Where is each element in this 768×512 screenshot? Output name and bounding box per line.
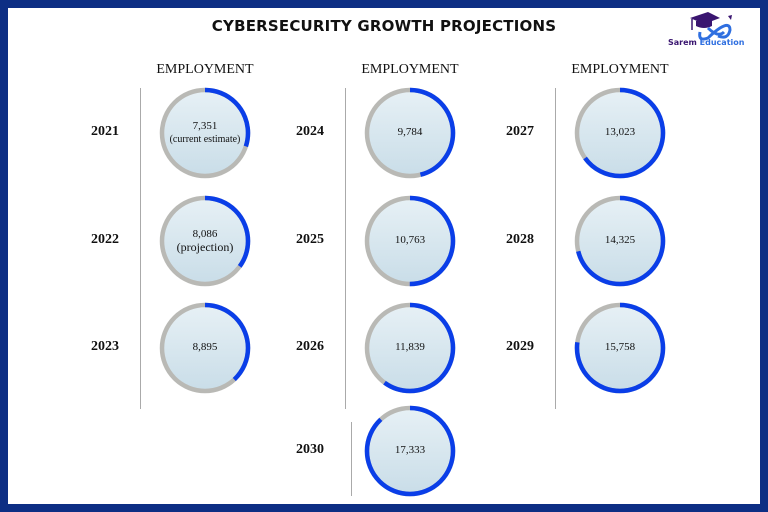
value-text: 14,325: [604, 234, 636, 246]
value-text: 10,763: [394, 234, 426, 246]
value-text: 7,351: [192, 120, 218, 132]
ring-fill: [163, 92, 247, 176]
column-divider: [140, 88, 141, 409]
ring-fill: [578, 200, 662, 284]
ring-progress-arc: [574, 302, 666, 394]
column-divider: [351, 422, 352, 496]
progress-ring: [159, 87, 251, 179]
ring-progress-arc: [159, 302, 251, 394]
year-label: 2022: [91, 232, 119, 247]
value-note: (projection): [176, 240, 234, 254]
ring-progress-arc: [159, 87, 251, 179]
year-label: 2025: [296, 232, 324, 247]
progress-ring: [574, 302, 666, 394]
progress-ring: [364, 87, 456, 179]
ring-progress-arc: [364, 195, 456, 287]
year-label: 2024: [296, 124, 324, 139]
value-text: 17,333: [394, 444, 426, 456]
page-title: CYBERSECURITY GROWTH PROJECTIONS: [211, 17, 557, 35]
column-header: EMPLOYMENT: [571, 62, 669, 77]
year-label: 2023: [91, 339, 119, 354]
ring-value: 11,839: [362, 341, 458, 354]
value-text: 8,086: [192, 228, 218, 240]
progress-ring: [159, 195, 251, 287]
ring-fill: [368, 200, 452, 284]
value-note: (current estimate): [169, 134, 241, 145]
ring-value: 8,895: [157, 341, 253, 354]
value-text: 11,839: [395, 341, 425, 353]
ring-progress-arc: [364, 302, 456, 394]
ring-progress-arc: [364, 87, 456, 179]
column-divider: [345, 88, 346, 409]
logo-text: Sarem Education: [668, 38, 745, 47]
value-text: 9,784: [397, 126, 423, 138]
year-label: 2030: [296, 442, 324, 457]
ring-value: 15,758: [572, 341, 668, 354]
column-header: EMPLOYMENT: [156, 62, 254, 77]
ring-value: 9,784: [362, 126, 458, 139]
sarem-education-logo: [690, 12, 732, 41]
year-label: 2026: [296, 339, 324, 354]
progress-ring: [364, 195, 456, 287]
progress-ring: [574, 195, 666, 287]
progress-ring: [364, 302, 456, 394]
year-label: 2029: [506, 339, 534, 354]
year-label: 2027: [506, 124, 534, 139]
progress-ring: [159, 302, 251, 394]
column-header: EMPLOYMENT: [361, 62, 459, 77]
progress-ring: [574, 87, 666, 179]
ring-fill: [578, 92, 662, 176]
ring-value: 7,351 (current estimate): [157, 120, 253, 146]
column-divider: [555, 88, 556, 409]
year-label: 2021: [91, 124, 119, 139]
ring-value: 13,023: [572, 126, 668, 139]
year-label: 2028: [506, 232, 534, 247]
ring-value: 10,763: [362, 234, 458, 247]
ring-value: 14,325: [572, 234, 668, 247]
ring-progress-arc: [574, 195, 666, 287]
ring-fill: [368, 92, 452, 176]
value-text: 13,023: [604, 126, 636, 138]
value-text: 15,758: [604, 341, 636, 353]
ring-fill: [368, 410, 452, 494]
progress-ring: [364, 405, 456, 497]
ring-progress-arc: [364, 405, 456, 497]
ring-value: 17,333: [362, 444, 458, 457]
ring-fill: [163, 307, 247, 391]
value-text: 8,895: [192, 341, 218, 353]
ring-fill: [163, 200, 247, 284]
ring-progress-arc: [574, 87, 666, 179]
ring-progress-arc: [159, 195, 251, 287]
ring-value: 8,086 (projection): [157, 228, 253, 254]
ring-fill: [578, 307, 662, 391]
ring-fill: [368, 307, 452, 391]
